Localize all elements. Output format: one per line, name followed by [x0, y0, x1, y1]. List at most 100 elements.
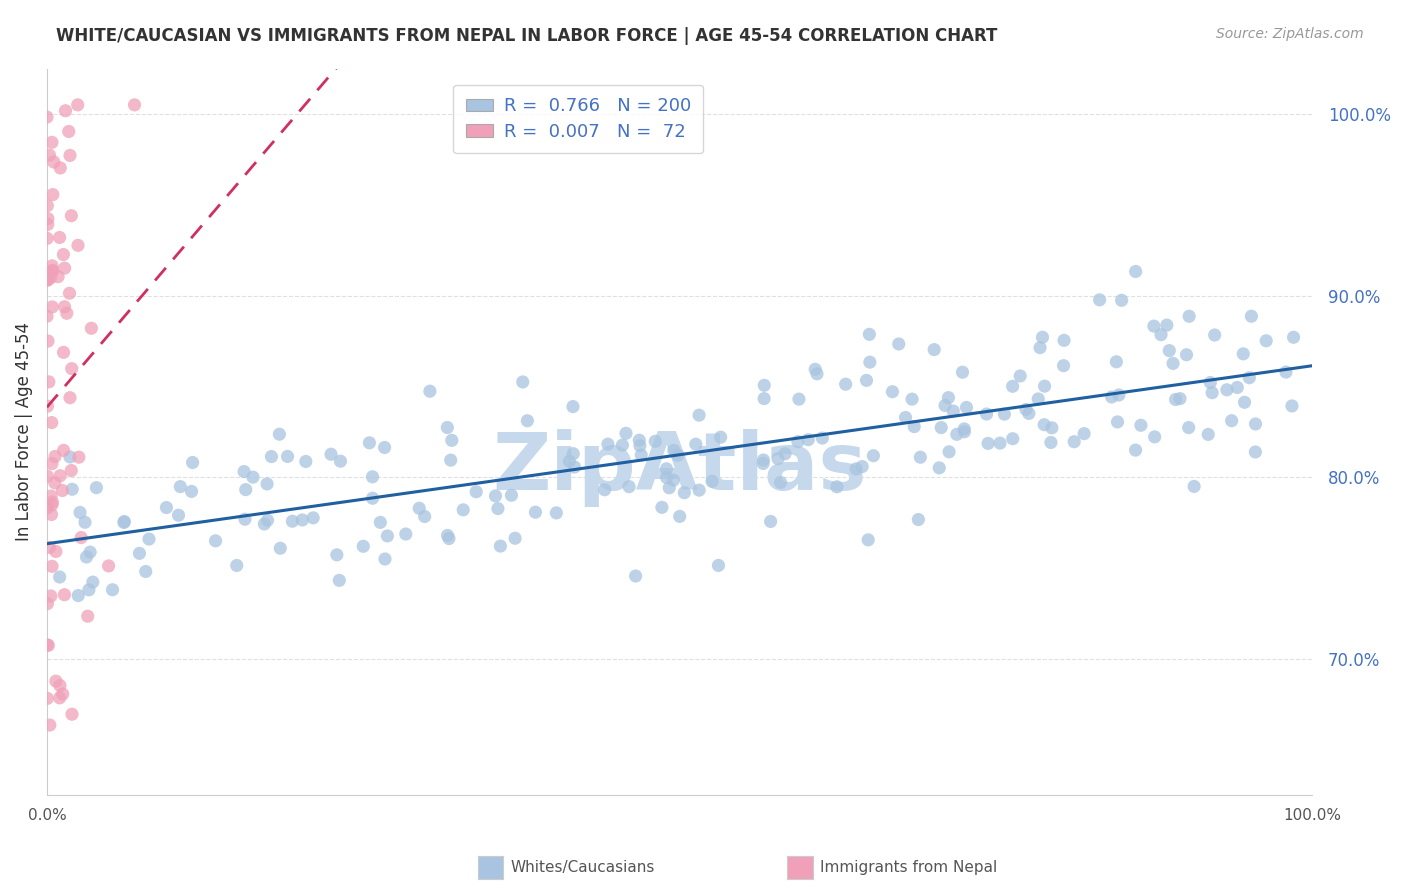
Point: [37, 218, 59, 232]
Point: [374, 552, 396, 566]
Point: [395, 527, 418, 541]
Point: [977, 436, 1000, 450]
Point: [42, 155, 65, 169]
Point: [77, 582, 100, 597]
Point: [413, 509, 436, 524]
Point: [1244, 445, 1267, 459]
Point: [759, 515, 782, 529]
Point: [52, 247, 75, 261]
Point: [60, 464, 83, 478]
Point: [806, 367, 828, 381]
Point: [773, 447, 796, 461]
Point: [59, 450, 82, 464]
Point: [934, 399, 956, 413]
Point: [361, 470, 384, 484]
Point: [440, 453, 463, 467]
Point: [628, 439, 651, 453]
Point: [1197, 427, 1219, 442]
Point: [928, 461, 950, 475]
Point: [60, 209, 83, 223]
Point: [1026, 392, 1049, 406]
Point: [38, 148, 60, 162]
Point: [38, 541, 60, 555]
Point: [408, 501, 430, 516]
Point: [524, 505, 547, 519]
Point: [685, 437, 707, 451]
Point: [1105, 355, 1128, 369]
Point: [41, 416, 63, 430]
Point: [1040, 421, 1063, 435]
Point: [993, 407, 1015, 421]
Point: [437, 532, 460, 546]
Point: [368, 516, 391, 530]
Point: [766, 451, 789, 466]
Point: [787, 392, 810, 406]
Point: [1161, 356, 1184, 370]
Point: [55, 103, 77, 118]
Point: [1125, 264, 1147, 278]
Point: [976, 407, 998, 421]
Point: [49, 161, 72, 175]
Point: [39, 489, 62, 503]
Point: [169, 480, 191, 494]
Point: [612, 438, 634, 452]
Point: [38, 375, 60, 389]
Point: [596, 437, 619, 451]
Point: [907, 512, 929, 526]
Point: [662, 473, 685, 487]
Point: [41, 498, 63, 512]
Point: [67, 589, 90, 603]
Point: [938, 391, 960, 405]
Point: [86, 481, 108, 495]
Point: [752, 457, 775, 471]
Point: [451, 503, 474, 517]
Point: [46, 269, 69, 284]
Point: [37, 638, 59, 652]
Point: [862, 449, 884, 463]
Point: [260, 450, 283, 464]
Point: [60, 707, 83, 722]
Point: [953, 425, 976, 439]
Point: [53, 588, 76, 602]
Point: [644, 434, 666, 449]
Point: [1033, 417, 1056, 432]
Text: Source: ZipAtlas.com: Source: ZipAtlas.com: [1216, 27, 1364, 41]
Point: [41, 300, 63, 314]
Point: [97, 558, 120, 573]
Point: [1015, 402, 1038, 417]
Point: [37, 691, 59, 706]
Point: [52, 345, 75, 359]
Point: [564, 459, 586, 474]
Point: [277, 450, 299, 464]
Point: [1220, 414, 1243, 428]
Point: [359, 435, 381, 450]
Point: [39, 270, 62, 285]
Point: [76, 609, 98, 624]
Point: [39, 589, 62, 603]
Point: [558, 454, 581, 468]
Point: [37, 273, 59, 287]
Point: [41, 263, 63, 277]
Point: [128, 546, 150, 560]
Point: [1101, 390, 1123, 404]
Point: [45, 674, 67, 689]
Point: [887, 337, 910, 351]
Point: [1143, 430, 1166, 444]
Point: [630, 448, 652, 462]
Point: [45, 544, 67, 558]
Point: [42, 187, 65, 202]
Point: [82, 575, 104, 590]
Point: [562, 447, 585, 461]
Point: [49, 468, 72, 483]
Point: [901, 392, 924, 406]
Point: [752, 453, 775, 467]
Point: [66, 98, 89, 112]
Point: [70, 531, 93, 545]
Point: [1239, 370, 1261, 384]
Point: [662, 443, 685, 458]
Point: [377, 529, 399, 543]
Point: [155, 500, 177, 515]
Point: [503, 531, 526, 545]
Point: [1031, 330, 1053, 344]
Point: [1001, 379, 1024, 393]
